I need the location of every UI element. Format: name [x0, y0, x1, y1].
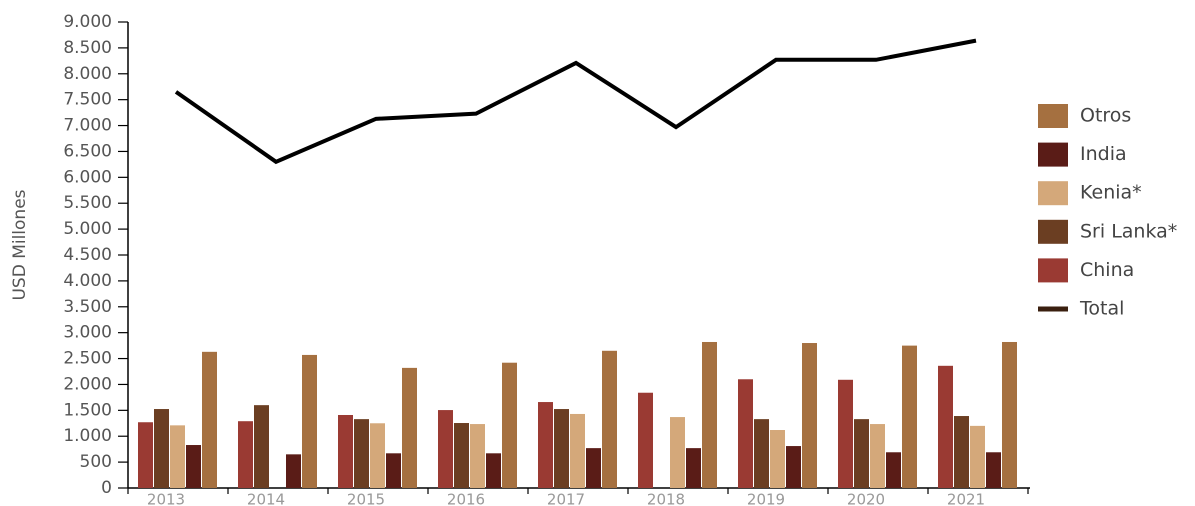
line: [174, 38, 977, 165]
y-tick-label: 6.000: [63, 167, 112, 187]
bar: [670, 417, 685, 488]
bar: [886, 452, 901, 488]
bar: [986, 452, 1001, 488]
bar: [638, 392, 653, 488]
y-tick-label: 0: [101, 478, 112, 498]
bar: [738, 379, 753, 488]
bar: [402, 367, 417, 488]
bar: [870, 424, 885, 488]
bar: [902, 345, 917, 488]
y-axis-label: USD Millones: [10, 189, 30, 300]
x-tick-label: 2017: [547, 491, 585, 506]
y-tick-label: 8.500: [63, 38, 112, 58]
x-tick-label: 2016: [447, 491, 485, 506]
bar: [1002, 341, 1017, 488]
legend-swatch: [1038, 142, 1068, 167]
x-tick-label: 2021: [947, 491, 985, 506]
y-tick-label: 5.500: [63, 193, 112, 213]
y-tick-label: 500: [80, 452, 112, 472]
bar: [438, 410, 453, 488]
y-tick-label: 1.000: [63, 426, 112, 446]
bar: [254, 405, 269, 488]
bar: [838, 379, 853, 488]
x-tick-label: 2019: [747, 491, 785, 506]
legend-label: Otros: [1080, 105, 1131, 127]
y-tick-label: 4.500: [63, 245, 112, 265]
y-tick-label: 3.500: [63, 297, 112, 317]
bar: [454, 423, 469, 488]
legend-swatch: [1038, 104, 1068, 128]
y-tick-label: 2.500: [63, 349, 112, 369]
bar: [770, 430, 785, 488]
y-tick-label: 3.000: [63, 323, 112, 343]
bar: [538, 402, 553, 488]
y-tick-label: 2.000: [63, 374, 112, 394]
bar: [354, 419, 369, 488]
bar: [854, 419, 869, 488]
bar: [470, 424, 485, 488]
x-tick-label: 2018: [647, 491, 685, 506]
bar: [954, 416, 969, 488]
bar: [138, 422, 153, 488]
bar: [202, 351, 217, 488]
bar: [802, 343, 817, 488]
y-tick-label: 9.000: [63, 12, 112, 32]
bar: [302, 354, 317, 488]
bar: [370, 423, 385, 488]
bar: [586, 448, 601, 488]
bar: [386, 453, 401, 488]
bar: [570, 413, 585, 488]
legend-label: India: [1080, 143, 1127, 165]
bar: [938, 365, 953, 488]
bar: [502, 362, 517, 488]
bar: [186, 445, 201, 488]
legend-swatch: [1038, 258, 1068, 283]
x-tick-label: 2013: [147, 491, 185, 506]
bar: [786, 446, 801, 488]
y-tick-label: 7.500: [63, 90, 112, 110]
bar: [338, 414, 353, 488]
legend-label: Kenia*: [1080, 182, 1142, 204]
bar: [702, 341, 717, 488]
bar: [286, 454, 301, 488]
x-tick-label: 2020: [847, 491, 885, 506]
legend-swatch: [1038, 181, 1068, 206]
bar: [602, 350, 617, 488]
bar: [154, 409, 169, 488]
x-tick-label: 2015: [347, 491, 385, 506]
bar: [754, 419, 769, 488]
bar: [554, 409, 569, 488]
bar: [170, 425, 185, 488]
legend-label: China: [1080, 259, 1134, 281]
y-tick-label: 4.000: [63, 271, 112, 291]
y-tick-label: 8.000: [63, 64, 112, 84]
legend-label: Sri Lanka*: [1080, 220, 1177, 242]
bar: [686, 448, 701, 488]
legend-swatch: [1038, 306, 1068, 312]
y-tick-label: 5.000: [63, 219, 112, 239]
y-tick-label: 1.500: [63, 400, 112, 420]
bar: [970, 425, 985, 488]
y-tick-label: 7.000: [63, 116, 112, 136]
y-tick-label: 6.500: [63, 141, 112, 161]
x-tick-label: 2014: [247, 491, 285, 506]
bar: [486, 453, 501, 488]
legend-swatch: [1038, 219, 1068, 244]
bar: [238, 421, 253, 488]
legend-label: Total: [1079, 298, 1124, 320]
